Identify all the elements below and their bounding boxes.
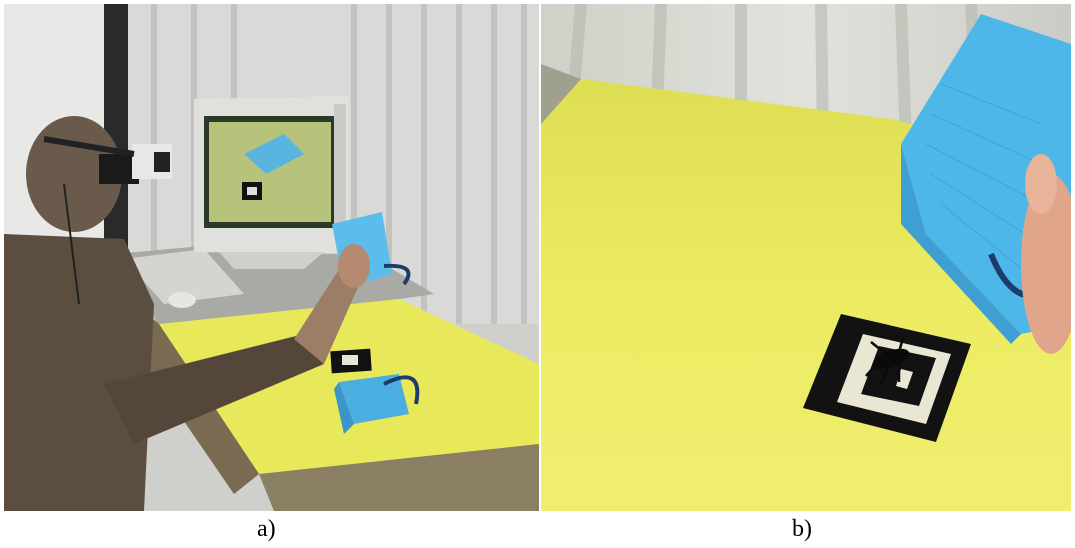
insect-icon — [865, 337, 910, 385]
caption-a: a) — [257, 516, 276, 542]
caption-b: b) — [792, 516, 812, 542]
photo-panel-a — [4, 4, 539, 511]
photo-user-hmd-scene — [4, 4, 539, 511]
photo-ar-table-view — [541, 4, 1071, 511]
photo-panel-b — [541, 4, 1071, 511]
